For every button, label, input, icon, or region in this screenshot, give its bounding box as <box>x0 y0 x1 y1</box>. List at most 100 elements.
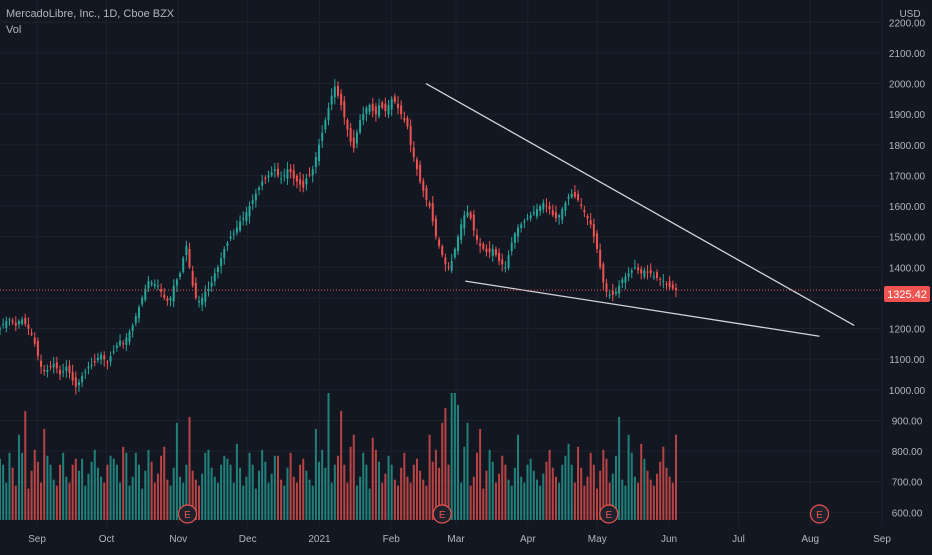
candle-body <box>150 282 153 285</box>
volume-bar <box>254 488 257 520</box>
earnings-marker[interactable] <box>809 504 830 524</box>
price-tick-label: 1100.00 <box>889 355 925 366</box>
time-tick-label: Nov <box>169 534 187 545</box>
candle-body <box>77 382 80 386</box>
volume-bar <box>526 464 529 520</box>
volume-bar <box>273 455 276 520</box>
candle-body <box>460 224 463 240</box>
volume-bar <box>96 467 99 520</box>
candle-body <box>475 234 478 240</box>
volume-bar <box>109 455 112 520</box>
volume-bar <box>267 482 270 520</box>
candle-body <box>330 95 333 105</box>
volume-bar <box>314 428 317 520</box>
price-tick-label: 700.00 <box>892 478 923 489</box>
trendline[interactable] <box>465 280 820 337</box>
volume-bar <box>2 464 5 520</box>
candle-body <box>513 233 516 243</box>
earnings-marker[interactable] <box>432 504 452 524</box>
volume-bar <box>112 458 115 520</box>
candle-body <box>327 108 330 121</box>
candle-body <box>539 206 542 212</box>
volume-bar <box>618 416 621 520</box>
candle-body <box>254 193 257 201</box>
volume-bar <box>602 449 605 520</box>
volume-bar <box>368 488 371 520</box>
volume-bar <box>43 428 46 520</box>
candle-body <box>542 202 545 210</box>
price-tick-label: 2200.00 <box>889 18 926 29</box>
volume-bar <box>27 488 30 520</box>
volume-bar <box>62 452 65 520</box>
volume-bar <box>283 485 286 520</box>
candle-body <box>491 248 494 257</box>
volume-bar <box>52 479 55 520</box>
candle-body <box>59 370 62 375</box>
volume-bar <box>90 461 93 520</box>
candle-body <box>349 128 352 142</box>
volume-bar <box>106 464 109 520</box>
volume-bar <box>166 479 169 520</box>
volume-bar <box>141 488 144 520</box>
candle-body <box>245 212 248 222</box>
candle-body <box>529 215 532 219</box>
candle-body <box>434 218 437 237</box>
volume-bar <box>251 464 254 520</box>
candle-body <box>406 118 409 127</box>
price-axis[interactable]: 2200.00 2100.00 2000.00 1900.00 1800.00 1700.… <box>889 18 926 519</box>
candle-body <box>179 273 182 278</box>
volume-bar <box>529 458 532 520</box>
earnings-marker[interactable] <box>599 504 619 524</box>
candle-body <box>447 266 450 268</box>
volume-bar <box>21 452 24 520</box>
volume-bar <box>643 458 646 520</box>
volume-bar <box>463 446 466 520</box>
candle-body <box>239 221 242 231</box>
candle-body <box>577 193 580 200</box>
volume-bar <box>659 461 662 520</box>
price-tick-label: 1400.00 <box>889 263 926 274</box>
candle-body <box>561 209 564 220</box>
volume-bar <box>191 470 194 520</box>
candle-body <box>520 224 523 228</box>
volume-bar <box>564 455 567 520</box>
volume-bar <box>207 449 210 520</box>
volume-bar <box>415 458 418 520</box>
trendline[interactable] <box>425 82 855 327</box>
candle-body <box>46 369 49 372</box>
time-axis[interactable]: Sep Oct Nov Dec 2021 Feb Mar Apr May Jun Jul Aug Sep <box>28 534 891 545</box>
candle-body <box>295 175 298 182</box>
candle-body <box>93 360 96 363</box>
volume-bar <box>226 458 229 520</box>
volume-bar <box>444 407 447 520</box>
candle-body <box>564 202 567 211</box>
volume-bar <box>5 482 8 520</box>
volume-bar <box>258 470 261 520</box>
price-tick-label: 900.00 <box>892 416 923 427</box>
volume-bar <box>608 482 611 520</box>
candle-body <box>14 322 17 326</box>
volume-bar <box>551 467 554 520</box>
candle-body <box>24 317 27 324</box>
volume-bar <box>46 455 49 520</box>
candle-body <box>283 175 286 177</box>
candle-body <box>359 120 362 133</box>
candle-body <box>175 279 178 286</box>
volume-bar <box>220 464 223 520</box>
volume-bar <box>570 464 573 520</box>
volume-bar <box>656 473 659 520</box>
earnings-marker[interactable] <box>177 504 198 524</box>
candle-body <box>134 316 137 323</box>
candle-body <box>62 371 65 373</box>
volume-bar <box>567 443 570 520</box>
volume-bar <box>671 482 674 520</box>
volume-bar <box>457 404 460 520</box>
earnings-marker-label: E <box>439 510 446 521</box>
volume-bar <box>36 461 39 520</box>
candle-body <box>621 279 624 283</box>
candle-body <box>100 354 103 360</box>
candle-body <box>415 159 418 170</box>
